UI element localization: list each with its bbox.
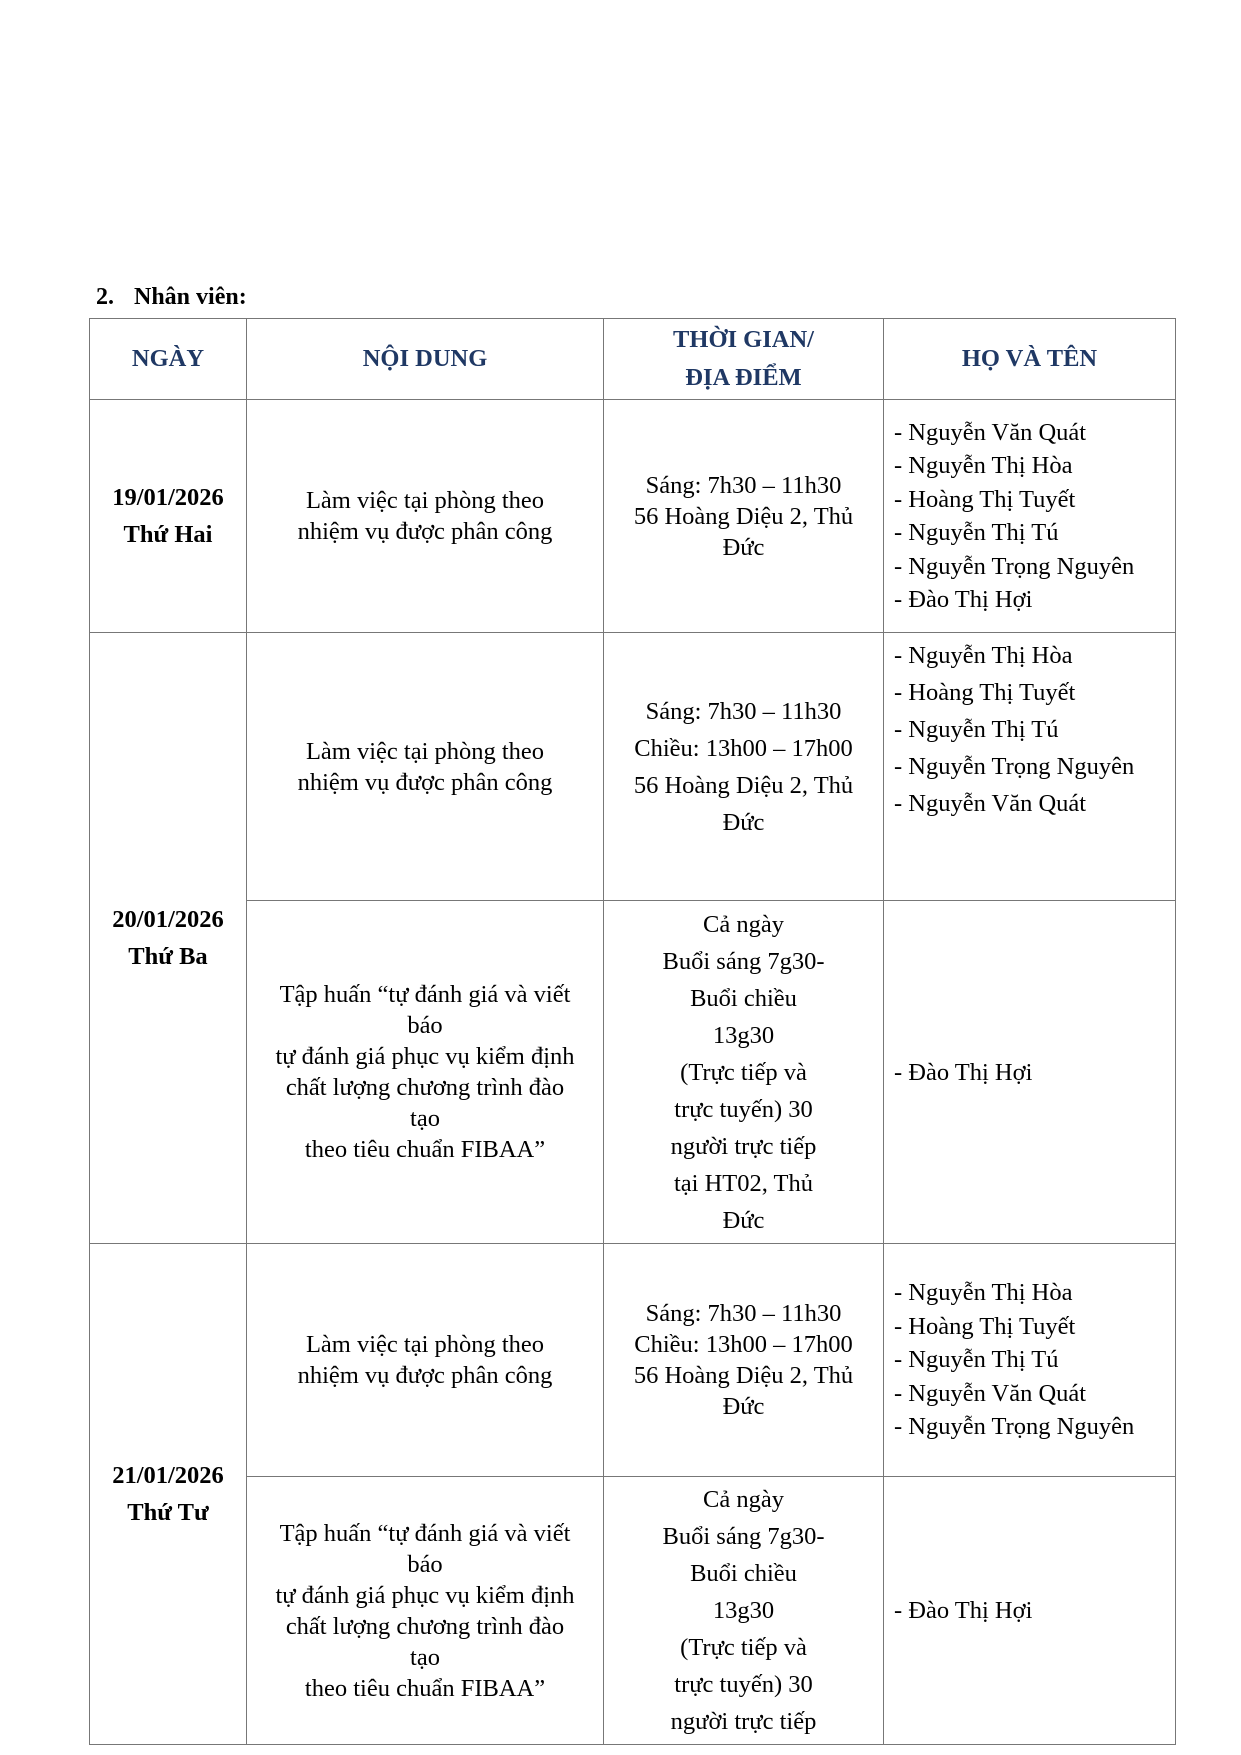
- time-cell: Sáng: 7h30 – 11h30 Chiều: 13h00 – 17h00 56…: [603, 1243, 884, 1477]
- cell-line: - Hoàng Thị Tuyết: [894, 679, 1076, 706]
- cell-line: Tập huấn “tự đánh giá và viết: [279, 981, 571, 1008]
- time-cell: Sáng: 7h30 – 11h30 Chiều: 13h00 – 17h00 56…: [603, 632, 884, 901]
- cell-line: Buổi chiều: [690, 984, 797, 1012]
- schedule-table: NGÀY NỘI DUNG THỜI GIAN/ĐỊA ĐIỂM HỌ VÀ T…: [89, 318, 1176, 1745]
- table-row: 21/01/2026 Thứ Tư Làm việc tại phòng theo…: [89, 1243, 1176, 1745]
- names-cell: - Nguyễn Văn Quát - Nguyễn Thị Hòa - Hoàng…: [883, 399, 1176, 633]
- header-date: NGÀY: [89, 318, 247, 400]
- cell-line: - Nguyễn Văn Quát: [894, 1379, 1087, 1407]
- cell-line: Đức: [722, 533, 765, 561]
- cell-line: Đức: [722, 1206, 765, 1234]
- date-cell: 20/01/2026 Thứ Ba: [89, 632, 247, 1244]
- cell-line: - Đào Thị Hợi: [894, 1597, 1033, 1624]
- table-row: Tập huấn “tự đánh giá và viết báo tự đánh …: [90, 1476, 1176, 1745]
- cell-line: - Nguyễn Trọng Nguyên: [894, 753, 1135, 780]
- cell-line: nhiệm vụ được phân công: [297, 768, 553, 796]
- cell-line: tạo: [410, 1643, 440, 1671]
- cell-line: chất lượng chương trình đào: [285, 1612, 565, 1640]
- time-cell: Cả ngày Buổi sáng 7g30- Buổi chiều 13g30 (Tr…: [603, 900, 884, 1244]
- content-cell: Làm việc tại phòng theo nhiệm vụ được phâ…: [246, 1243, 604, 1477]
- date-cell: 19/01/2026 Thứ Hai: [89, 399, 247, 633]
- cell-line: nhiệm vụ được phân công: [297, 518, 553, 545]
- table-row: 19/01/2026 Thứ Hai Làm việc tại phòng the…: [89, 399, 1176, 633]
- cell-line: Chiều: 13h00 – 17h00: [634, 1331, 853, 1358]
- header-row: NGÀY NỘI DUNG THỜI GIAN/ĐỊA ĐIỂM HỌ VÀ T…: [89, 318, 1176, 400]
- names-cell: - Nguyễn Thị Hòa - Hoàng Thị Tuyết - Nguyễ…: [883, 1243, 1176, 1477]
- cell-line: Sáng: 7h30 – 11h30: [645, 471, 842, 499]
- cell-line: - Nguyễn Thị Tú: [894, 716, 1059, 743]
- table-row: 20/01/2026 Thứ Ba Làm việc tại phòng theo…: [89, 632, 1176, 1244]
- cell-line: - Nguyễn Thị Hòa: [894, 642, 1073, 669]
- cell-line: Đức: [722, 1393, 765, 1420]
- content-cell: Tập huấn “tự đánh giá và viết báo tự đánh …: [246, 1476, 604, 1745]
- time-cell: Sáng: 7h30 – 11h30 56 Hoàng Diệu 2, Thủ Đứ…: [603, 399, 884, 633]
- header-names: HỌ VÀ TÊN: [883, 318, 1176, 400]
- section-heading: 2. Nhân viên:: [96, 284, 247, 310]
- names-cell: - Đào Thị Hợi: [883, 900, 1176, 1244]
- cell-line: người trực tiếp: [670, 1708, 817, 1735]
- names-cell: - Đào Thị Hợi: [883, 1476, 1176, 1745]
- cell-line: tự đánh giá phục vụ kiểm định: [275, 1581, 575, 1609]
- cell-line: Sáng: 7h30 – 11h30: [645, 697, 842, 725]
- cell-line: - Đào Thị Hợi: [894, 586, 1033, 613]
- names-cell: - Nguyễn Thị Hòa - Hoàng Thị Tuyết - Nguyễ…: [883, 632, 1176, 901]
- cell-line: Sáng: 7h30 – 11h30: [645, 1300, 842, 1327]
- cell-line: - Nguyễn Thị Hòa: [894, 1279, 1073, 1307]
- cell-line: tạo: [410, 1105, 440, 1132]
- cell-line: nhiệm vụ được phân công: [297, 1362, 553, 1389]
- cell-line: Buổi sáng 7g30-: [662, 1523, 825, 1550]
- cell-line: (Trực tiếp và: [680, 1634, 807, 1661]
- cell-line: Cả ngày: [703, 910, 784, 938]
- cell-line: 56 Hoàng Diệu 2, Thủ: [633, 771, 854, 799]
- time-cell: Cả ngày Buổi sáng 7g30- Buổi chiều 13g30 (Tr…: [603, 1476, 884, 1745]
- content-cell: Tập huấn “tự đánh giá và viết báo tự đánh …: [246, 900, 604, 1244]
- cell-line: (Trực tiếp và: [680, 1058, 807, 1086]
- cell-line: người trực tiếp: [670, 1132, 817, 1160]
- cell-line: Làm việc tại phòng theo: [305, 487, 545, 514]
- cell-line: Đức: [722, 808, 765, 836]
- cell-line: báo: [407, 1550, 443, 1578]
- cell-line: - Nguyễn Trọng Nguyên: [894, 1413, 1135, 1441]
- date-cell: 21/01/2026 Thứ Tư: [89, 1243, 247, 1745]
- header-time-place: THỜI GIAN/ĐỊA ĐIỂM: [603, 318, 884, 400]
- cell-line: - Hoàng Thị Tuyết: [894, 485, 1076, 513]
- content-cell: Làm việc tại phòng theo nhiệm vụ được phâ…: [246, 632, 604, 901]
- cell-line: chất lượng chương trình đào: [285, 1074, 565, 1101]
- cell-line: - Nguyễn Thị Hòa: [894, 452, 1073, 479]
- cell-line: tại HT02, Thủ: [673, 1169, 814, 1197]
- cell-line: 13g30: [712, 1021, 775, 1049]
- cell-line: Làm việc tại phòng theo: [305, 1331, 545, 1358]
- cell-line: - Nguyễn Trọng Nguyên: [894, 552, 1135, 580]
- cell-line: Tập huấn “tự đánh giá và viết: [279, 1519, 571, 1547]
- cell-line: theo tiêu chuẩn FIBAA”: [304, 1136, 546, 1163]
- cell-line: trực tuyến) 30: [674, 1095, 813, 1123]
- cell-line: tự đánh giá phục vụ kiểm định: [275, 1043, 575, 1070]
- table-row: Tập huấn “tự đánh giá và viết báo tự đánh …: [90, 900, 1176, 1244]
- cell-line: Buổi chiều: [690, 1560, 797, 1587]
- cell-line: Buổi sáng 7g30-: [662, 947, 825, 975]
- cell-line: 56 Hoàng Diệu 2, Thủ: [633, 1362, 854, 1389]
- cell-line: - Hoàng Thị Tuyết: [894, 1312, 1076, 1340]
- cell-line: Cả ngày: [703, 1486, 784, 1513]
- cell-line: Chiều: 13h00 – 17h00: [634, 734, 853, 762]
- cell-line: - Nguyễn Thị Tú: [894, 519, 1059, 546]
- cell-line: theo tiêu chuẩn FIBAA”: [304, 1674, 546, 1702]
- header-content: NỘI DUNG: [246, 318, 604, 400]
- cell-line: trực tuyến) 30: [674, 1671, 813, 1698]
- cell-line: - Nguyễn Văn Quát: [894, 790, 1087, 817]
- cell-line: 56 Hoàng Diệu 2, Thủ: [633, 502, 854, 530]
- cell-line: - Nguyễn Văn Quát: [894, 418, 1087, 446]
- cell-line: - Đào Thị Hợi: [894, 1058, 1033, 1086]
- cell-line: 13g30: [712, 1597, 775, 1624]
- cell-line: Làm việc tại phòng theo: [305, 737, 545, 765]
- cell-line: báo: [407, 1012, 443, 1039]
- content-cell: Làm việc tại phòng theo nhiệm vụ được phâ…: [246, 399, 604, 633]
- cell-line: - Nguyễn Thị Tú: [894, 1346, 1059, 1374]
